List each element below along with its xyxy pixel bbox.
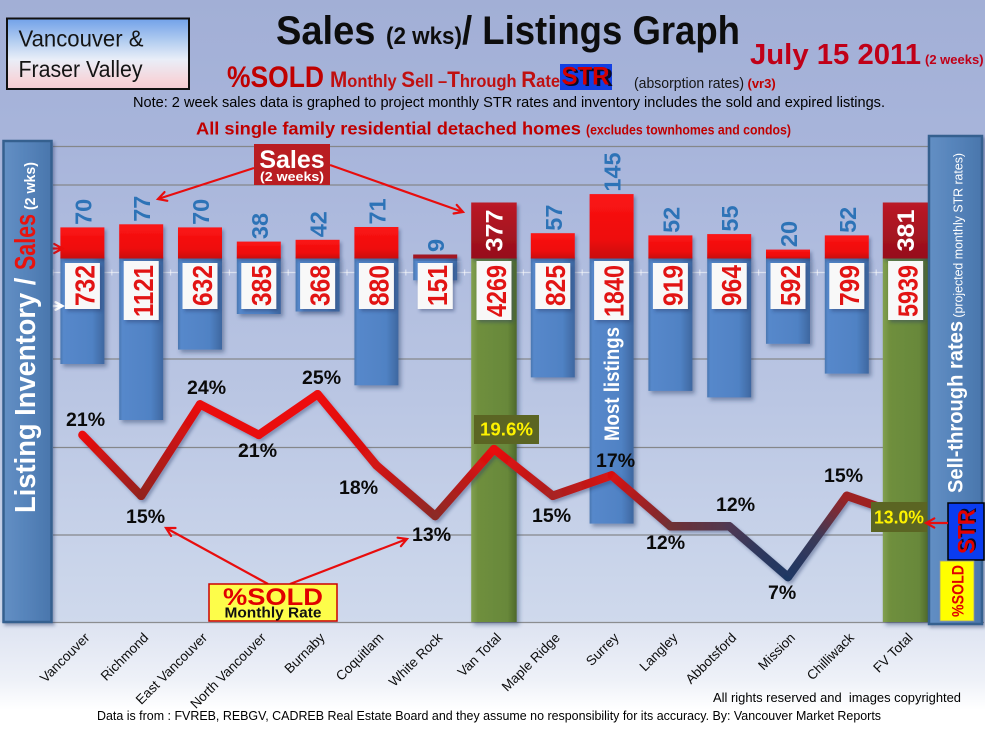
svg-text:38: 38 (247, 213, 273, 239)
svg-text:(absorption rates): (absorption rates) (634, 75, 744, 92)
svg-text:21%: 21% (238, 440, 277, 462)
svg-text:White Rock: White Rock (386, 630, 446, 690)
svg-text:381: 381 (893, 210, 920, 252)
svg-text:368: 368 (305, 265, 336, 306)
svg-text:57: 57 (541, 205, 567, 231)
svg-text:55: 55 (717, 205, 743, 231)
svg-text:FV Total: FV Total (870, 630, 915, 675)
svg-text:7%: 7% (768, 582, 796, 604)
svg-text:Sell-through rates (projected: Sell-through rates (projected monthly ST… (944, 153, 968, 493)
svg-text:377: 377 (482, 210, 509, 252)
svg-text:Monthly Rate: Monthly Rate (225, 606, 322, 622)
svg-text:15%: 15% (824, 465, 863, 487)
svg-text:All single family residential: All single family residential detached h… (196, 119, 791, 139)
svg-text:Surrey: Surrey (583, 630, 622, 669)
svg-text:1121: 1121 (128, 265, 159, 317)
svg-text:18%: 18% (339, 477, 378, 499)
svg-text:13%: 13% (412, 524, 451, 546)
svg-text:Maple Ridge: Maple Ridge (499, 630, 563, 694)
svg-text:13.0%: 13.0% (874, 507, 924, 528)
svg-text:%SOLD: %SOLD (227, 61, 324, 94)
svg-text:STR: STR (954, 509, 981, 554)
svg-text:632: 632 (187, 265, 218, 306)
svg-text:(2 weeks): (2 weeks) (925, 52, 984, 67)
svg-text:%SOLD: %SOLD (223, 584, 323, 611)
svg-text:24%: 24% (187, 377, 226, 399)
svg-text:799: 799 (834, 265, 865, 306)
svg-text:19.6%: 19.6% (480, 419, 533, 440)
svg-text:(2 weeks): (2 weeks) (260, 170, 324, 184)
svg-text:77: 77 (129, 196, 155, 222)
svg-text:Monthly Sell –Through Rate: Monthly Sell –Through Rate (330, 67, 560, 92)
svg-text:All rights reserved and image: All rights reserved and images copyright… (713, 690, 961, 705)
svg-text:919: 919 (657, 265, 688, 306)
svg-text:Vancouver: Vancouver (37, 630, 93, 686)
svg-text:Richmond: Richmond (98, 630, 152, 684)
svg-text:Data is from : FVREB, REBGV, C: Data is from : FVREB, REBGV, CADREB Real… (97, 708, 881, 723)
svg-text:Abbotsford: Abbotsford (683, 630, 740, 687)
svg-text:Mission: Mission (755, 630, 798, 673)
svg-text:4269: 4269 (481, 265, 512, 317)
svg-text:12%: 12% (646, 532, 685, 554)
svg-text:52: 52 (835, 207, 861, 233)
svg-text:20: 20 (776, 221, 802, 247)
svg-text:STR: STR (955, 508, 982, 553)
svg-text:70: 70 (188, 199, 214, 225)
svg-text:1840: 1840 (599, 265, 630, 317)
svg-text:Sales (2 wks)/ Listings Graph: Sales (2 wks)/ Listings Graph (276, 9, 740, 53)
svg-text:Coquitlam: Coquitlam (333, 630, 387, 684)
svg-text:Langley: Langley (636, 630, 680, 674)
svg-text:151: 151 (422, 265, 453, 306)
svg-text:Vancouver &: Vancouver & (19, 26, 144, 52)
svg-text:5939: 5939 (893, 265, 924, 317)
svg-text:25%: 25% (302, 367, 341, 389)
svg-text:145: 145 (600, 152, 626, 191)
svg-text:21%: 21% (66, 409, 105, 431)
svg-text:592: 592 (775, 265, 806, 306)
svg-text:(vr3): (vr3) (748, 76, 776, 91)
svg-text:Chilliwack: Chilliwack (804, 630, 857, 683)
svg-text:52: 52 (658, 207, 684, 233)
svg-text:Listing Inventory / Sales (2: Listing Inventory / Sales (2 wks) (10, 162, 42, 513)
svg-text:Most listings: Most listings (601, 327, 624, 441)
svg-text:42: 42 (306, 211, 332, 237)
svg-text:732: 732 (69, 265, 100, 306)
svg-text:17%: 17% (596, 450, 635, 472)
svg-text:12%: 12% (716, 494, 755, 516)
svg-text:July 15 2011: July 15 2011 (750, 39, 921, 71)
svg-text:880: 880 (363, 265, 394, 306)
svg-text:15%: 15% (126, 506, 165, 528)
svg-text:15%: 15% (532, 505, 571, 527)
svg-text:964: 964 (716, 265, 747, 306)
svg-text:Burnaby: Burnaby (282, 630, 328, 676)
svg-text:STR: STR (562, 63, 610, 91)
svg-text:9: 9 (423, 239, 449, 252)
svg-text:Note: 2 week sales data is gra: Note: 2 week sales data is graphed to pr… (133, 94, 885, 111)
svg-text:%SOLD: %SOLD (949, 565, 968, 617)
svg-text:STR: STR (563, 64, 613, 92)
svg-text:70: 70 (70, 199, 96, 225)
svg-text:825: 825 (540, 265, 571, 306)
svg-text:385: 385 (246, 265, 277, 306)
svg-text:71: 71 (364, 198, 390, 224)
svg-text:Van Total: Van Total (455, 630, 505, 680)
svg-text:Sales: Sales (259, 146, 324, 174)
svg-text:Fraser Valley: Fraser Valley (19, 56, 143, 82)
